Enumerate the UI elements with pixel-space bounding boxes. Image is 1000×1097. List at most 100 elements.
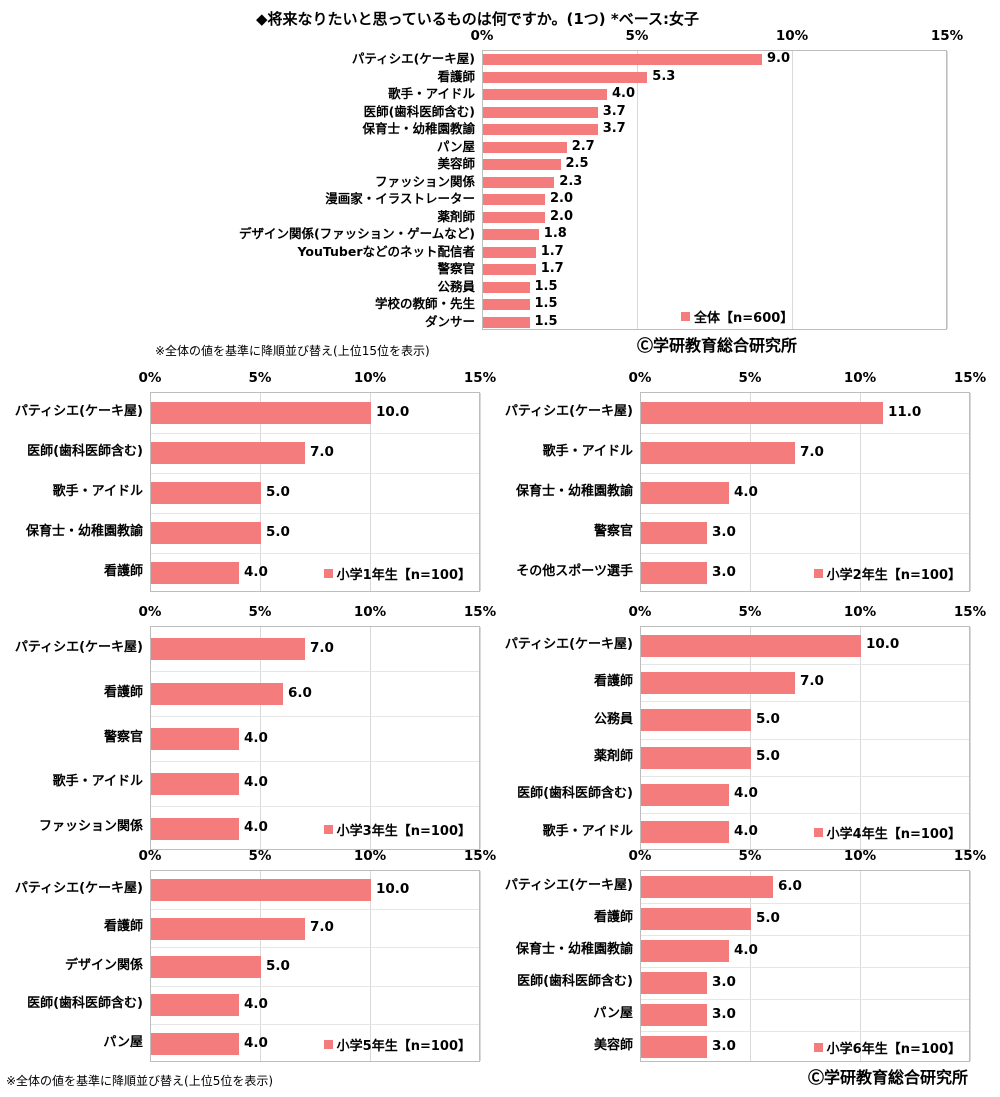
value-label: 4.0 <box>612 86 636 101</box>
value-label: 4.0 <box>734 942 758 958</box>
bar <box>151 482 261 504</box>
value-label: 5.0 <box>266 484 290 500</box>
bar <box>151 522 261 544</box>
bar <box>641 821 729 844</box>
value-label: 5.0 <box>266 957 290 974</box>
plot-area: 小学3年生【n=100】 <box>150 626 481 850</box>
category-label: 歌手・アイドル <box>542 444 633 459</box>
value-label: 4.0 <box>244 1034 268 1051</box>
gridline-row <box>151 552 479 554</box>
axis-tick: 0% <box>138 370 162 386</box>
chart-overall: 0% 5% 10% 15% 全体【n=600】 パティシエ(ケーキ屋) 9.0 看護師 5.3 歌… <box>150 28 963 338</box>
gridline-vertical <box>480 871 481 1061</box>
axis-tick: 15% <box>463 848 497 864</box>
bar <box>151 817 239 840</box>
gridline-vertical <box>750 627 751 849</box>
chart-grade2: 0% 5% 10% 15% 小学2年生【n=100】 パティシエ(ケーキ屋) 11.0 歌手・… <box>492 370 986 596</box>
category-label: 看護師 <box>103 919 143 935</box>
axis-tick: 5% <box>248 370 272 386</box>
value-label: 1.7 <box>540 243 564 259</box>
bar <box>483 124 598 136</box>
bar <box>151 442 305 464</box>
value-label: 7.0 <box>310 919 334 936</box>
bar <box>483 299 530 311</box>
bar <box>151 1032 239 1055</box>
gridline-row <box>641 701 969 703</box>
legend-marker <box>813 828 823 838</box>
value-label: 3.0 <box>712 974 736 990</box>
axis-tick: 15% <box>953 370 987 386</box>
category-label: パティシエ(ケーキ屋) <box>14 881 143 896</box>
axis-tick: 5% <box>625 28 649 44</box>
axis-tick: 15% <box>463 604 497 620</box>
value-label: 4.0 <box>244 774 268 791</box>
page-title: ◆将来なりたいと思っているものは何ですか。(1つ) *ベース:女子 <box>256 10 699 28</box>
bar <box>151 879 371 902</box>
legend-label: 小学5年生【n=100】 <box>336 1038 471 1054</box>
bar <box>641 940 729 962</box>
bar <box>483 316 530 328</box>
category-label: 看護師 <box>437 68 475 84</box>
category-label: 歌手・アイドル <box>52 484 143 499</box>
gridline-row <box>641 663 969 665</box>
gridline-vertical <box>260 627 261 849</box>
value-label: 3.7 <box>602 121 626 136</box>
category-label: デザイン関係(ファッション・ゲームなど) <box>238 226 475 241</box>
gridline-row <box>641 775 969 777</box>
bar <box>483 264 536 276</box>
value-label: 3.0 <box>712 1006 736 1022</box>
axis-tick: 5% <box>248 848 272 864</box>
legend: 小学6年生【n=100】 <box>813 1038 961 1057</box>
gridline-vertical <box>480 627 481 849</box>
bar <box>641 672 795 694</box>
bar <box>483 141 567 153</box>
category-label: パン屋 <box>436 138 475 154</box>
bar <box>151 917 305 940</box>
sort-note-top: ※全体の値を基準に降順並び替え(上位15位を表示) <box>155 344 430 358</box>
legend-label: 小学3年生【n=100】 <box>336 823 471 839</box>
gridline-vertical <box>860 393 861 591</box>
gridline-row <box>641 512 969 514</box>
gridline-row <box>641 552 969 554</box>
gridline-row <box>151 1024 479 1026</box>
value-label: 6.0 <box>778 878 802 894</box>
value-label: 6.0 <box>288 684 312 701</box>
category-label: 公務員 <box>437 278 475 294</box>
axis-tick: 10% <box>843 848 877 864</box>
value-label: 4.0 <box>244 996 268 1013</box>
legend-marker <box>323 569 333 578</box>
gridline-row <box>151 472 479 474</box>
bar <box>641 1036 707 1058</box>
legend-marker <box>813 569 823 578</box>
gridline-vertical <box>370 871 371 1061</box>
gridline-row <box>641 966 969 968</box>
axis-tick: 5% <box>738 848 762 864</box>
bar <box>483 229 539 241</box>
axis-tick: 15% <box>930 28 964 44</box>
category-label: 美容師 <box>437 156 475 171</box>
gridline-row <box>151 432 479 434</box>
chart-grade4: 0% 5% 10% 15% 小学4年生【n=100】 パティシエ(ケーキ屋) 10.0 看護師… <box>492 604 986 854</box>
value-label: 5.0 <box>756 710 780 727</box>
gridline-vertical <box>370 393 371 591</box>
bar <box>483 89 607 101</box>
value-label: 1.7 <box>540 261 564 276</box>
bar <box>151 638 305 661</box>
value-label: 2.3 <box>559 173 583 189</box>
credit-top: Ⓒ学研教育総合研究所 <box>637 336 798 355</box>
chart-grade5: 0% 5% 10% 15% 小学5年生【n=100】 パティシエ(ケーキ屋) 10.0 看護師… <box>2 848 496 1066</box>
gridline-row <box>151 985 479 987</box>
bar <box>641 746 751 769</box>
category-label: 医師(歯科医師含む) <box>517 786 633 802</box>
bar <box>641 562 707 584</box>
gridline-row <box>151 671 479 673</box>
value-label: 4.0 <box>244 564 268 580</box>
gridline-vertical <box>792 51 793 329</box>
legend-label: 小学4年生【n=100】 <box>826 827 961 843</box>
bar <box>641 972 707 994</box>
legend-marker <box>813 1043 823 1052</box>
bar <box>483 194 545 206</box>
gridline-row <box>151 805 479 807</box>
bar <box>483 71 648 83</box>
